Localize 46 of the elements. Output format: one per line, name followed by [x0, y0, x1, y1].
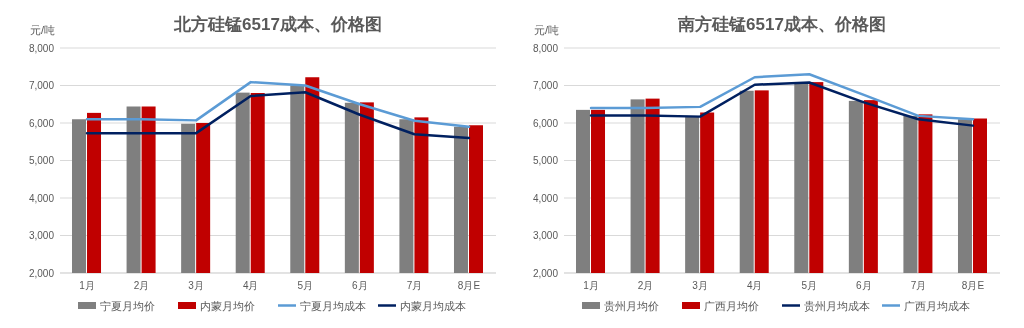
x-tick-label: 3月 [692, 280, 708, 291]
x-tick-label: 7月 [910, 280, 927, 291]
x-tick-label: 1月 [79, 280, 95, 291]
y-tick-label: 6,000 [532, 117, 559, 129]
y-tick-label: 2,000 [28, 267, 55, 279]
y-tick-label: 5,000 [28, 155, 55, 166]
x-tick-label: 8月E [457, 280, 481, 291]
y-tick-label: 2,000 [532, 267, 559, 279]
y-tick-label: 5,000 [532, 155, 559, 166]
y-tick-label: 8,000 [532, 42, 559, 54]
legend-label: 宁夏月均价 [100, 300, 155, 312]
y-tick-label: 4,000 [28, 192, 55, 204]
line-series [589, 73, 975, 121]
legend-label: 内蒙月均价 [200, 300, 255, 312]
x-tick-label: 4月 [242, 280, 259, 291]
x-tick-label: 3月 [188, 280, 204, 291]
legend-label: 广西月均价 [704, 300, 759, 312]
line-series [85, 80, 471, 128]
y-axis-title: 元/吨 [30, 24, 56, 36]
y-axis-title: 元/吨 [534, 24, 560, 36]
x-tick-label: 5月 [801, 280, 818, 291]
legend-label: 贵州月均价 [604, 300, 659, 312]
x-tick-label: 1月 [583, 280, 599, 291]
x-tick-label: 2月 [637, 280, 654, 291]
chart-title: 北方硅锰6517成本、价格图 [173, 15, 382, 34]
x-tick-label: 2月 [133, 280, 150, 291]
x-tick-label: 6月 [856, 280, 872, 291]
x-tick-label: 8月E [961, 280, 985, 291]
y-tick-label: 3,000 [28, 230, 55, 241]
legend-label: 内蒙月均成本 [400, 300, 466, 312]
x-tick-label: 7月 [406, 280, 423, 291]
legend-label: 宁夏月均成本 [300, 300, 366, 312]
y-tick-label: 3,000 [532, 230, 559, 241]
line-series [589, 81, 975, 127]
y-tick-label: 6,000 [28, 117, 55, 129]
y-tick-label: 7,000 [532, 80, 559, 91]
y-tick-label: 4,000 [532, 192, 559, 204]
y-tick-label: 8,000 [28, 42, 55, 54]
line-series [85, 91, 471, 140]
x-tick-label: 6月 [352, 280, 368, 291]
legend-label: 贵州月均成本 [804, 300, 870, 312]
y-tick-label: 7,000 [28, 80, 55, 91]
chart-title: 南方硅锰6517成本、价格图 [677, 15, 886, 34]
legend-label: 广西月均成本 [904, 300, 970, 312]
x-tick-label: 4月 [746, 280, 763, 291]
x-tick-label: 5月 [297, 280, 314, 291]
